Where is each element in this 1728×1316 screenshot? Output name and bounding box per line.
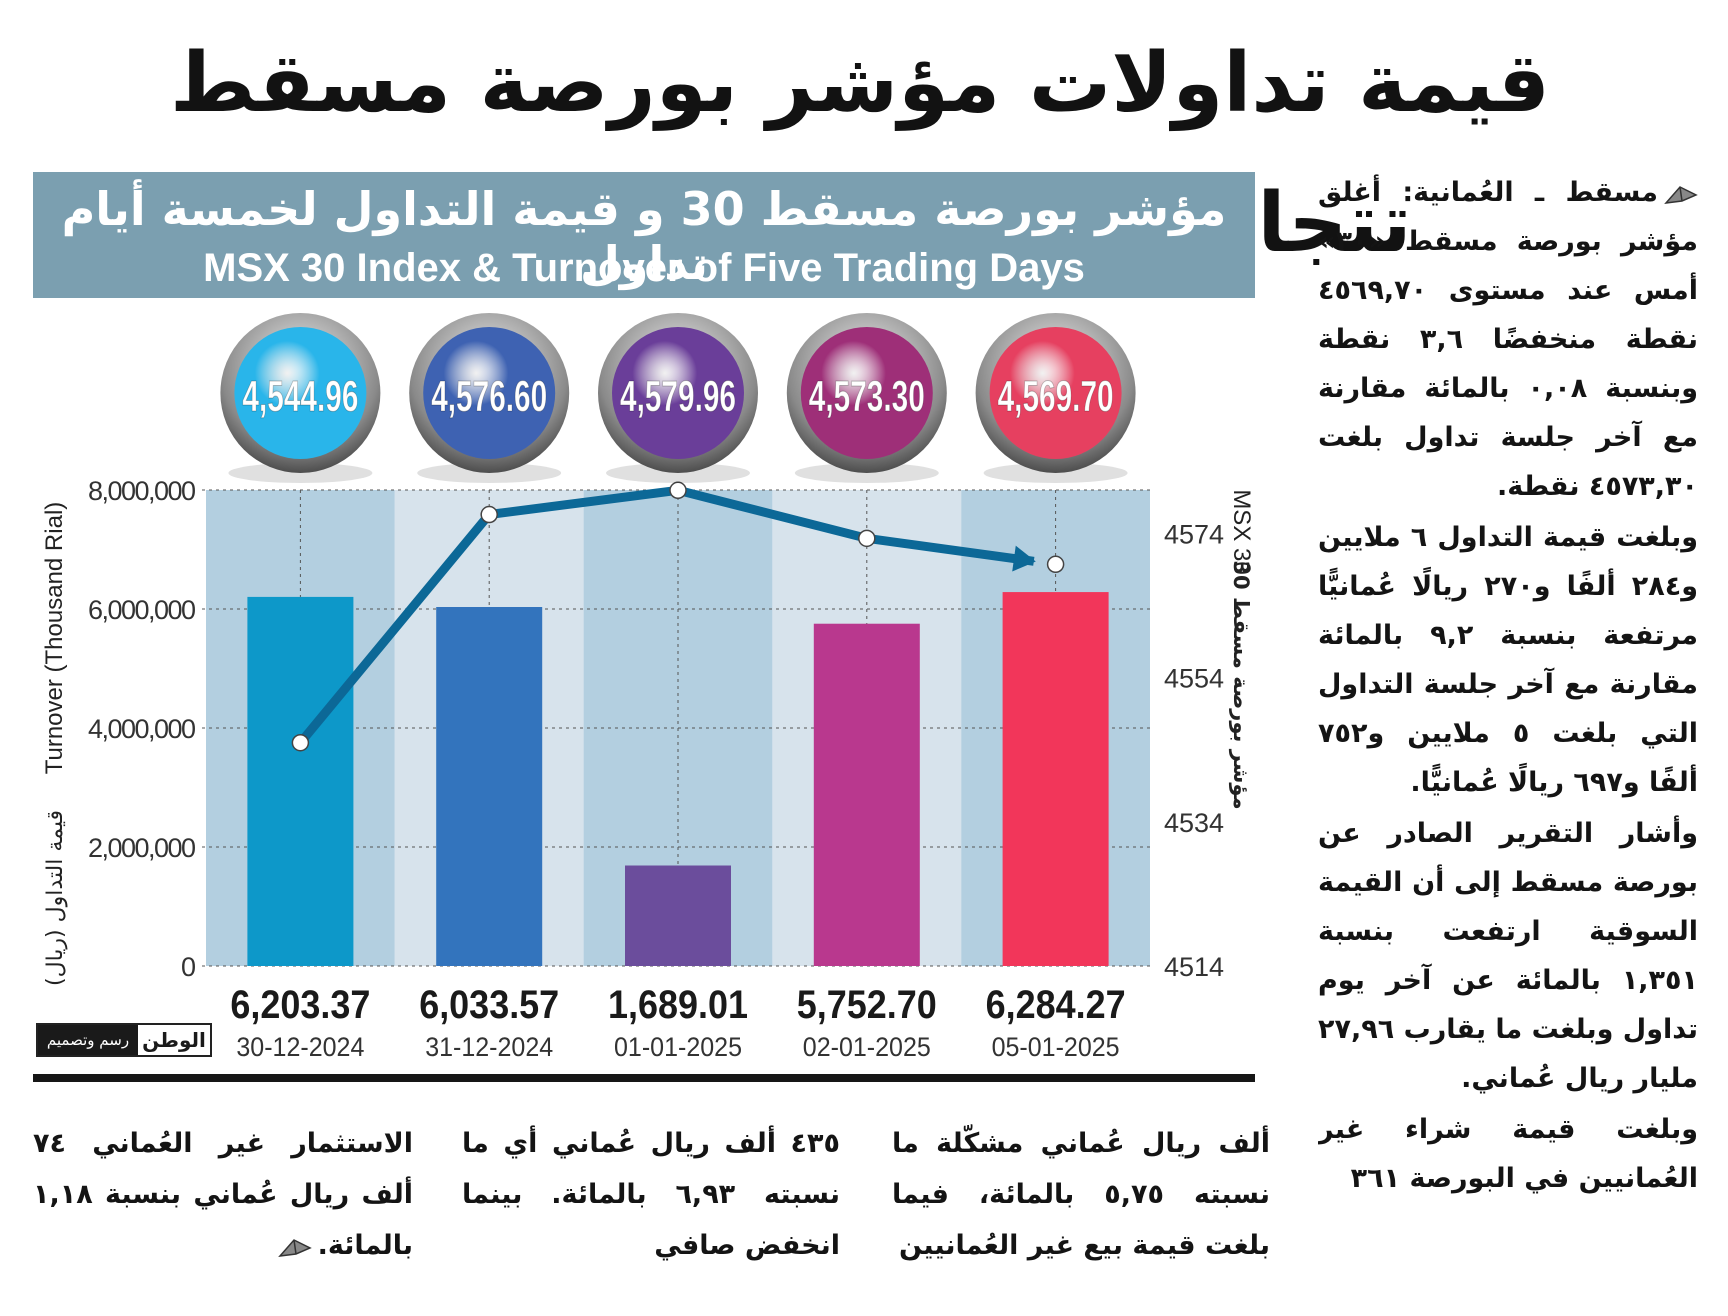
y-left-tick-label: 8,000,000 xyxy=(88,476,196,506)
turnover-value-label: 5,752.70 xyxy=(797,983,937,1027)
turnover-value-label: 6,033.57 xyxy=(419,983,559,1027)
y-left-tick-label: 0 xyxy=(181,952,196,982)
article-paragraph-1: مسقط ـ العُمانية: أغلق مؤشر بورصة مسقط «… xyxy=(1318,177,1698,502)
chart-title-arabic: مؤشر بورصة مسقط 30 و قيمة التداول لخمسة … xyxy=(61,182,1227,290)
msx30-line-arrowhead xyxy=(1012,545,1036,572)
logo-credit: رسم وتصميم xyxy=(38,1025,138,1055)
y-left-tick-label: 2,000,000 xyxy=(88,833,196,863)
turnover-bar xyxy=(625,865,731,966)
bubble-fill xyxy=(800,327,933,459)
article-ending: الاستثمار غير العُماني ٧٤ ألف ريال عُمان… xyxy=(33,1128,413,1261)
x-tick-label: 05-01-2025 xyxy=(992,1032,1120,1062)
article-column-bottom-3: الاستثمار غير العُماني ٧٤ ألف ريال عُمان… xyxy=(33,1118,413,1308)
y-right-axis-label-en: MSX 30 xyxy=(1228,489,1255,574)
alwatan-logo: الوطن رسم وتصميم xyxy=(36,1023,212,1057)
x-tick-label: 01-01-2025 xyxy=(614,1032,742,1062)
y-left-tick-label: 4,000,000 xyxy=(88,714,196,744)
turnover-bar xyxy=(1002,592,1109,966)
turnover-bar xyxy=(247,596,354,966)
chart: 0 2,000,000 4,000,000 6,000,000 8,000,000 451… xyxy=(41,313,1255,1062)
y-right-tick-label: 4534 xyxy=(1164,808,1224,838)
y-right-axis-label-ar: مؤشر بورصة مسقط 30 xyxy=(1229,560,1253,809)
article-column-bottom-1: ألف ريال عُماني مشكّلة ما نسبته ٥,٧٥ بال… xyxy=(892,1128,1270,1261)
article-column-right: مسقط ـ العُمانية: أغلق مؤشر بورصة مسقط «… xyxy=(1318,168,1698,1298)
bubble-fill xyxy=(423,327,556,459)
msx30-value-label: 4,544.96 xyxy=(242,372,358,421)
folded-paper-icon xyxy=(1664,185,1698,204)
x-tick-label: 31-12-2024 xyxy=(425,1032,553,1062)
y-right-tick-label: 4554 xyxy=(1164,664,1224,694)
bubble-fill xyxy=(612,327,744,459)
article-paragraph-4: وبلغت قيمة شراء غير العُمانيين في البورص… xyxy=(1318,1114,1698,1194)
y-left-tick-label: 6,000,000 xyxy=(88,595,196,625)
x-tick-label: 02-01-2025 xyxy=(803,1032,931,1062)
turnover-bar xyxy=(813,623,920,966)
msx30-point xyxy=(669,481,687,500)
end-mark-icon xyxy=(277,1238,312,1257)
section-divider xyxy=(33,1074,1255,1082)
article-paragraph-3: وأشار التقرير الصادر عن بورصة مسقط إلى أ… xyxy=(1318,818,1698,1094)
msx30-value-label: 4,569.70 xyxy=(998,372,1114,421)
turnover-value-label: 6,203.37 xyxy=(230,983,370,1027)
msx30-point xyxy=(858,529,876,548)
y-left-axis-label: Turnover (Thousand Rial) قيمة التداول (ري… xyxy=(41,502,68,986)
msx30-value-label: 4,573.30 xyxy=(809,372,925,421)
turnover-value-label: 6,284.27 xyxy=(986,983,1126,1027)
turnover-value-label: 1,689.01 xyxy=(608,983,748,1027)
y-left-axis-label-ar: قيمة التداول (ريال) xyxy=(43,810,68,986)
msx30-point xyxy=(1046,555,1065,574)
chart-title-english: MSX 30 Index & Turnover of Five Trading … xyxy=(203,246,1085,290)
msx30-value-label: 4,579.96 xyxy=(620,372,736,421)
turnover-bar xyxy=(436,607,543,966)
y-right-tick-label: 4574 xyxy=(1164,519,1224,549)
msx30-point xyxy=(480,505,498,524)
article-paragraph-2: وبلغت قيمة التداول ٦ ملايين و٢٨٤ ألفًا و… xyxy=(1318,522,1698,798)
y-right-tick-label: 4514 xyxy=(1164,952,1224,982)
logo-brand: الوطن xyxy=(138,1025,210,1055)
x-tick-label: 30-12-2024 xyxy=(236,1032,364,1062)
chart-banner: مؤشر بورصة مسقط 30 و قيمة التداول لخمسة … xyxy=(33,172,1255,298)
bubble-fill xyxy=(989,327,1122,459)
y-left-axis-label-en: Turnover (Thousand Rial) xyxy=(41,502,68,775)
bubble-fill xyxy=(234,327,367,459)
msx30-point xyxy=(291,733,310,752)
article-paragraph: مسقط ـ العُمانية: أغلق مؤشر بورصة مسقط «… xyxy=(1318,168,1698,511)
article-column-bottom-2: ٤٣٥ ألف ريال عُماني أي ما نسبته ٦,٩٣ بال… xyxy=(462,1128,840,1261)
msx30-value-label: 4,576.60 xyxy=(431,372,547,421)
